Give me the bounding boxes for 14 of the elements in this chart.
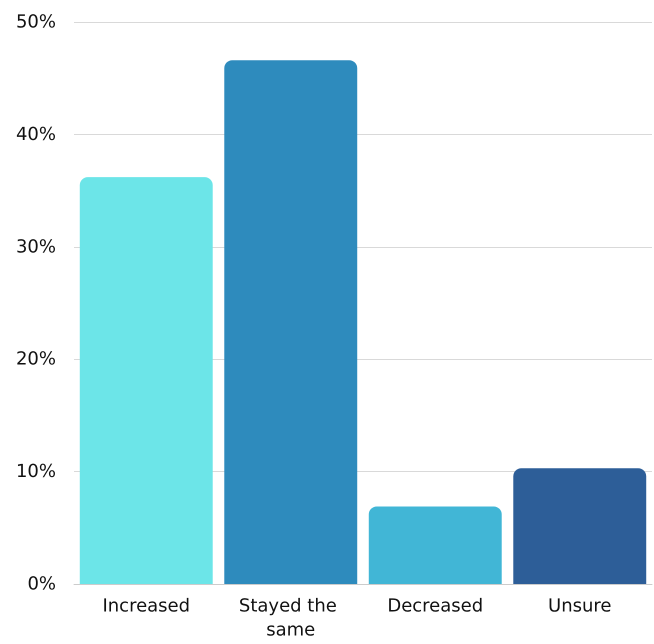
y-tick-label: 50% — [16, 12, 56, 32]
x-tick-label: Decreased — [387, 596, 484, 616]
x-tick-label: Increased — [102, 596, 190, 616]
bar — [513, 468, 646, 584]
x-tick-label: Stayed the same — [238, 596, 343, 640]
y-tick-label: 10% — [16, 461, 56, 482]
bar — [224, 60, 358, 584]
bar — [80, 177, 213, 584]
bar — [368, 506, 502, 584]
y-tick-label: 40% — [16, 124, 56, 145]
x-tick-label: Unsure — [548, 596, 612, 616]
y-tick-label: 20% — [16, 348, 56, 370]
y-tick-label: 0% — [27, 574, 56, 594]
y-tick-label: 30% — [16, 236, 56, 258]
